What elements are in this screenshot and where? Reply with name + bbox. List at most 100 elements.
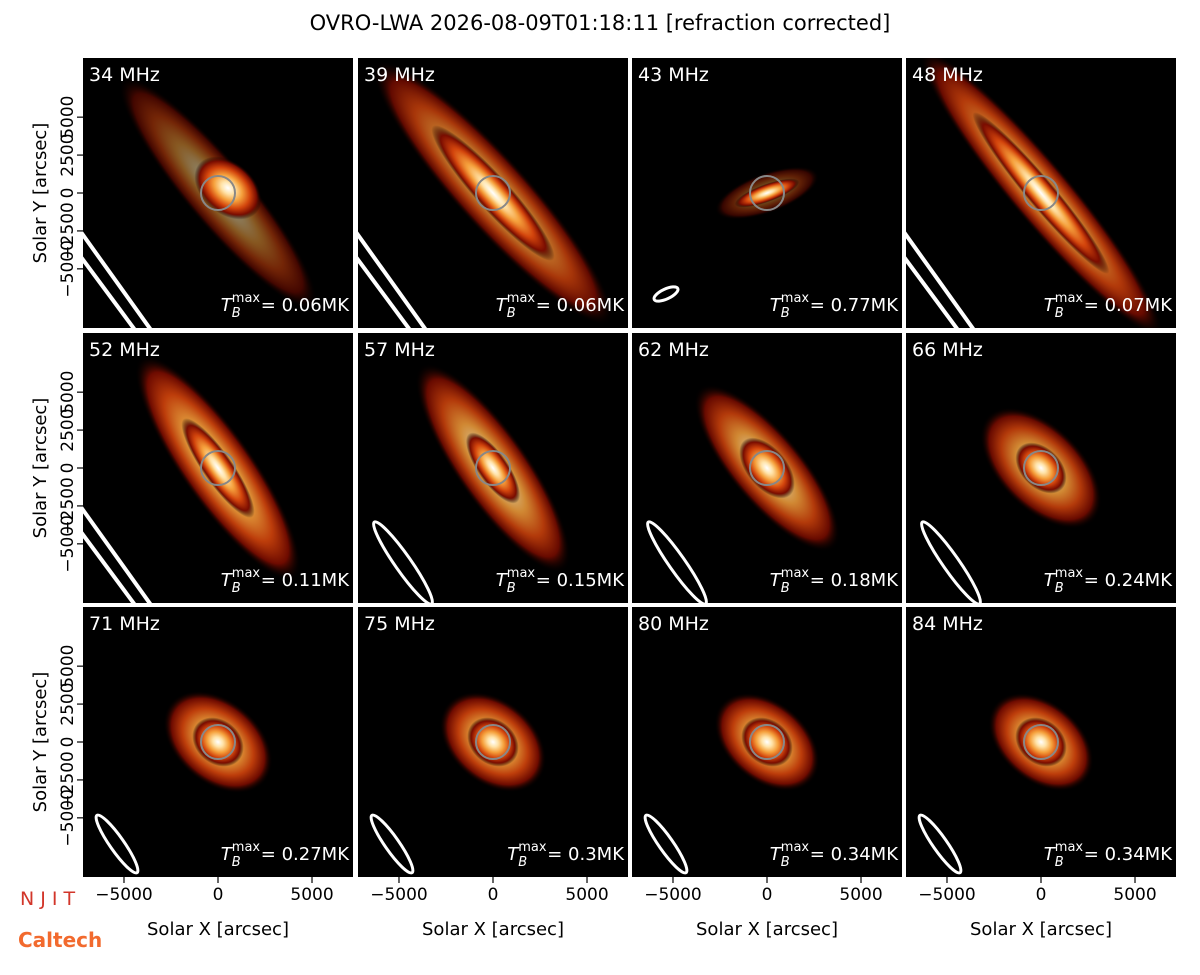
- logo-njit: N J I T: [20, 888, 76, 910]
- tb-max-value: = 0.06MK: [261, 295, 350, 316]
- y-tick-label: −5000: [58, 515, 78, 573]
- beam: [652, 285, 680, 303]
- tb-superscript: max: [518, 840, 547, 855]
- x-tick-label: 5000: [1113, 885, 1156, 905]
- tb-superscript: max: [781, 566, 810, 581]
- tb-symbol: T: [496, 570, 509, 591]
- y-tick-label: 0: [58, 463, 78, 474]
- panel: [358, 58, 628, 328]
- tb-max-value: = 0.3MK: [547, 844, 625, 865]
- tb-superscript: max: [781, 291, 810, 306]
- y-tick-label: −2500: [58, 477, 78, 535]
- panel-title: 62 MHz: [638, 339, 709, 361]
- solar-disk: [1023, 450, 1059, 486]
- beam: [83, 231, 153, 328]
- tb-superscript: max: [232, 840, 261, 855]
- beam: [83, 256, 137, 328]
- tb-subscript: B: [232, 306, 241, 321]
- x-tick-label: 5000: [565, 885, 608, 905]
- y-tick-label: −5000: [58, 240, 78, 298]
- x-tick-label: −5000: [95, 885, 153, 905]
- panel: [632, 607, 902, 877]
- beam: [83, 531, 137, 603]
- tb-symbol: T: [221, 295, 234, 316]
- tb-superscript: max: [507, 291, 536, 306]
- solar-disk: [1023, 175, 1059, 211]
- tb-subscript: B: [781, 855, 790, 870]
- panel-title: 80 MHz: [638, 613, 709, 635]
- tb-max-value: = 0.27MK: [261, 844, 350, 865]
- x-axis-label: Solar X [arcsec]: [696, 919, 838, 940]
- x-axis-label: Solar X [arcsec]: [147, 919, 289, 940]
- solar-disk: [749, 724, 785, 760]
- tb-max-value: = 0.11MK: [261, 570, 350, 591]
- tb-max-value: = 0.34MK: [1084, 844, 1173, 865]
- y-tick-label: 5000: [58, 96, 78, 139]
- tb-max-value: = 0.18MK: [810, 570, 899, 591]
- tb-subscript: B: [781, 306, 790, 321]
- tb-max-value: = 0.06MK: [536, 295, 625, 316]
- panel-title: 84 MHz: [912, 613, 983, 635]
- emission: [465, 432, 521, 504]
- x-tick-label: −5000: [644, 885, 702, 905]
- tb-subscript: B: [507, 306, 516, 321]
- beam: [372, 520, 434, 603]
- solar-disk: [475, 175, 511, 211]
- solar-disk: [475, 724, 511, 760]
- x-tick-label: 5000: [839, 885, 882, 905]
- tb-superscript: max: [232, 291, 261, 306]
- panel: [83, 333, 353, 603]
- beam: [920, 520, 982, 603]
- y-tick-label: −2500: [58, 751, 78, 809]
- tb-superscript: max: [1055, 840, 1084, 855]
- solar-disk: [200, 450, 236, 486]
- y-tick-label: 2500: [58, 408, 78, 451]
- figure-title: OVRO-LWA 2026-08-09T01:18:11 [refraction…: [310, 11, 891, 35]
- tb-superscript: max: [781, 840, 810, 855]
- emission: [431, 125, 555, 261]
- beam: [94, 813, 140, 875]
- panel-title: 66 MHz: [912, 339, 983, 361]
- panel: [906, 333, 1176, 603]
- x-tick-label: 0: [488, 885, 499, 905]
- solar-disk: [749, 175, 785, 211]
- panel-title: 43 MHz: [638, 64, 709, 86]
- emission: [181, 418, 255, 518]
- beam: [906, 256, 960, 328]
- tb-max-value: = 0.15MK: [536, 570, 625, 591]
- y-tick-label: 2500: [58, 133, 78, 176]
- beam: [906, 231, 976, 328]
- tb-subscript: B: [1055, 306, 1064, 321]
- x-axis-label: Solar X [arcsec]: [970, 919, 1112, 940]
- emission: [194, 156, 262, 220]
- beam: [358, 231, 428, 328]
- x-tick-label: 0: [762, 885, 773, 905]
- tb-symbol: T: [770, 844, 783, 865]
- panel-title: 52 MHz: [89, 339, 160, 361]
- panel: [632, 58, 902, 328]
- x-tick-label: −5000: [370, 885, 428, 905]
- tb-symbol: T: [1044, 570, 1057, 591]
- y-tick-label: 0: [58, 188, 78, 199]
- y-axis-label: Solar Y [arcsec]: [30, 398, 51, 539]
- beam: [369, 813, 415, 875]
- panel-title: 57 MHz: [364, 339, 435, 361]
- tb-superscript: max: [1055, 566, 1084, 581]
- tb-superscript: max: [507, 566, 536, 581]
- panel-title: 71 MHz: [89, 613, 160, 635]
- y-tick-label: −2500: [58, 202, 78, 260]
- y-tick-label: 0: [58, 737, 78, 748]
- x-tick-label: 0: [213, 885, 224, 905]
- beam: [646, 520, 708, 603]
- panel: [83, 58, 353, 328]
- x-tick-label: −5000: [918, 885, 976, 905]
- tb-symbol: T: [1044, 295, 1057, 316]
- x-tick-label: 0: [1036, 885, 1047, 905]
- y-tick-label: 5000: [58, 645, 78, 688]
- tb-subscript: B: [507, 581, 516, 596]
- panel: [906, 607, 1176, 877]
- solar-disk: [200, 175, 236, 211]
- y-axis-label: Solar Y [arcsec]: [30, 672, 51, 813]
- panel: [358, 607, 628, 877]
